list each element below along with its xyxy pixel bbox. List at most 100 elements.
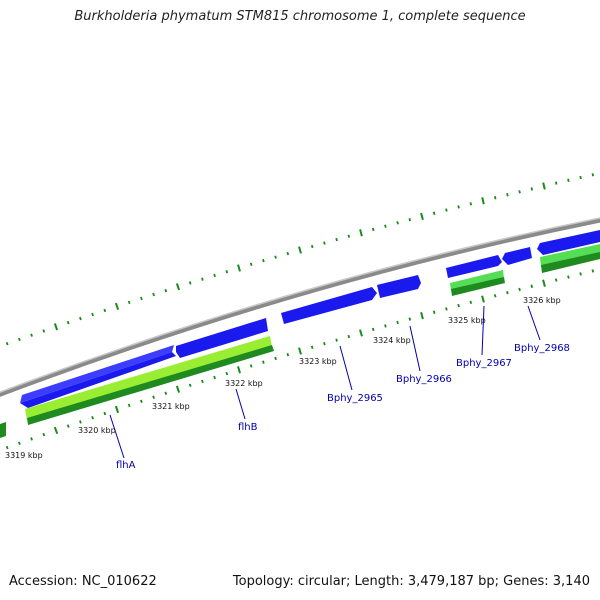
gene-label-bphy2966[interactable]: Bphy_2966 <box>396 374 452 385</box>
minor-tick <box>127 403 131 408</box>
cds-arrow-next[interactable] <box>537 230 600 255</box>
leader-bphy2965 <box>339 345 353 391</box>
minor-tick <box>140 399 143 404</box>
cds-green-mid-dark <box>451 277 505 296</box>
minor-tick <box>371 327 375 332</box>
minor-tick <box>201 379 204 384</box>
minor-tick <box>396 221 399 225</box>
major-tick <box>114 302 120 311</box>
minor-tick <box>188 383 192 388</box>
major-tick <box>420 212 424 221</box>
minor-tick <box>140 296 143 301</box>
minor-tick <box>5 445 9 450</box>
gene-label-bphy2965[interactable]: Bphy_2965 <box>327 393 383 404</box>
minor-tick <box>396 320 399 325</box>
cds-arrow-flhA[interactable] <box>20 352 176 408</box>
minor-tick <box>323 342 326 346</box>
minor-tick <box>530 187 533 191</box>
minor-tick <box>323 241 326 245</box>
minor-tick <box>457 205 460 209</box>
cds-green-right-light[interactable] <box>540 244 600 267</box>
minor-tick <box>493 294 497 298</box>
major-tick <box>53 323 59 331</box>
leader-bphy2966 <box>409 325 421 372</box>
minor-tick <box>66 320 70 325</box>
kbp-label: 3320 kbp <box>78 426 116 435</box>
major-tick <box>237 264 241 272</box>
minor-tick <box>408 217 412 222</box>
minor-tick <box>371 227 375 232</box>
cds-arrow-flhB[interactable] <box>176 318 268 358</box>
outer-scale-ticks <box>5 173 594 346</box>
minor-tick <box>457 303 460 308</box>
minor-tick <box>347 234 351 238</box>
major-tick <box>175 283 181 291</box>
minor-tick <box>310 244 314 249</box>
gene-labels: flhA flhB Bphy_2965 Bphy_2966 Bphy_2967 … <box>116 343 570 471</box>
cds-arrow-flhA-shade <box>20 345 174 403</box>
cds-green-main-light[interactable] <box>25 336 272 420</box>
cds-arrow-bphy2967[interactable] <box>446 255 502 278</box>
cds-arrow-bphy2968[interactable] <box>502 247 532 265</box>
map-title: Burkholderia phymatum STM815 chromosome … <box>74 9 526 24</box>
major-tick <box>298 246 302 254</box>
major-tick <box>420 312 424 320</box>
gene-label-flhA[interactable]: flhA <box>116 460 136 471</box>
major-tick <box>237 366 241 374</box>
minor-tick <box>347 334 351 339</box>
minor-tick <box>506 193 509 197</box>
minor-tick <box>164 391 168 395</box>
cds-green-left-edge <box>0 422 6 438</box>
minor-tick <box>286 251 290 256</box>
chromosome-backbone-highlight <box>0 217 600 394</box>
minor-tick <box>432 310 436 314</box>
minor-tick <box>127 300 131 305</box>
genome-stats-text: Topology: circular; Length: 3,479,187 bp… <box>232 574 590 589</box>
kbp-label: 3322 kbp <box>225 379 263 388</box>
minor-tick <box>506 290 509 295</box>
minor-tick <box>66 424 70 428</box>
minor-tick <box>286 353 290 357</box>
minor-tick <box>591 173 594 177</box>
minor-tick <box>262 360 265 364</box>
minor-tick <box>30 333 33 337</box>
leader-flhB <box>235 388 246 420</box>
chromosome-backbone <box>0 217 600 397</box>
cds-arrow-bphy2966[interactable] <box>377 275 421 298</box>
leader-flhA <box>109 414 125 459</box>
gene-label-bphy2968[interactable]: Bphy_2968 <box>514 343 570 354</box>
minor-tick <box>384 224 387 228</box>
minor-tick <box>567 178 570 182</box>
inner-scale-ticks <box>5 269 595 450</box>
cds-green-mid-light[interactable] <box>450 270 504 291</box>
kbp-label: 3321 kbp <box>152 402 190 411</box>
minor-tick <box>310 345 314 350</box>
minor-tick <box>225 270 229 274</box>
minor-tick <box>579 175 582 180</box>
gene-label-bphy2967[interactable]: Bphy_2967 <box>456 358 512 369</box>
scale-labels: 3319 kbp 3320 kbp 3321 kbp 3322 kbp 3323… <box>5 296 561 460</box>
minor-tick <box>164 288 168 293</box>
minor-tick <box>567 275 570 279</box>
minor-tick <box>201 277 204 281</box>
minor-tick <box>591 269 595 273</box>
minor-tick <box>408 317 412 321</box>
major-tick <box>114 405 120 414</box>
gene-label-flhB[interactable]: flhB <box>238 422 258 433</box>
major-tick <box>542 279 546 287</box>
minor-tick <box>384 324 387 328</box>
minor-tick <box>213 273 216 278</box>
cds-arrow-bphy2965[interactable] <box>281 287 377 324</box>
minor-tick <box>152 395 155 399</box>
minor-tick <box>91 312 94 317</box>
major-tick <box>542 182 546 190</box>
minor-tick <box>518 190 521 194</box>
minor-tick <box>445 307 448 311</box>
minor-tick <box>79 420 82 424</box>
minor-tick <box>335 237 338 242</box>
kbp-label: 3323 kbp <box>299 357 337 366</box>
major-tick <box>175 385 181 393</box>
minor-tick <box>554 278 558 282</box>
minor-tick <box>274 255 277 259</box>
